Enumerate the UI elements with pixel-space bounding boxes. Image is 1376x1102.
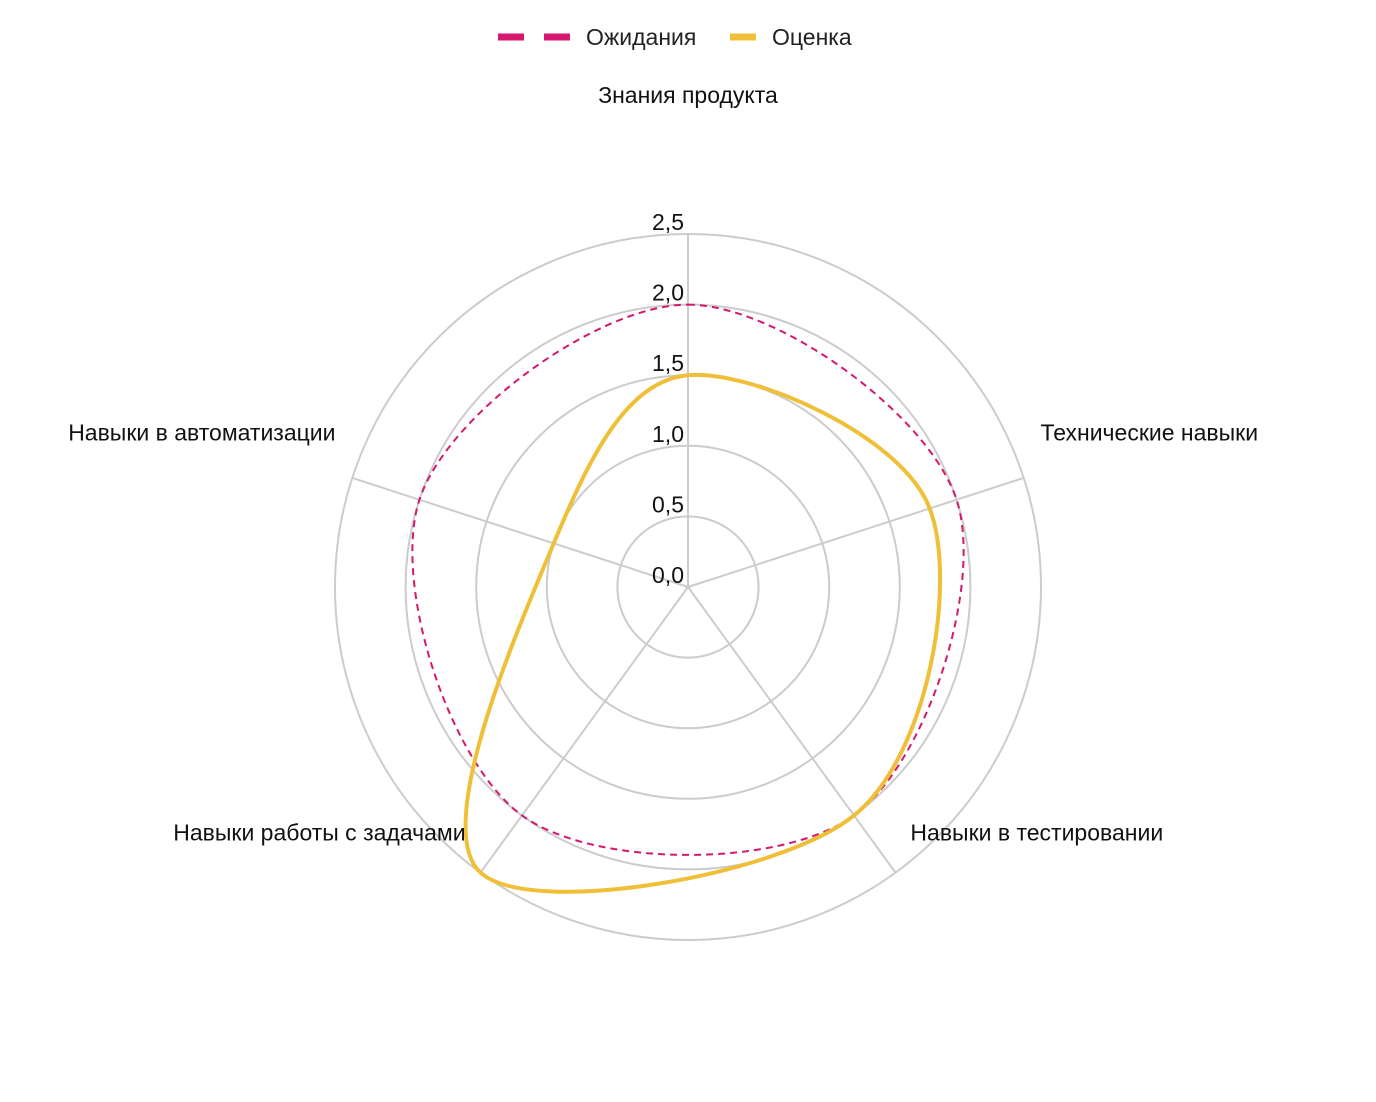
radar-grid (334, 233, 1042, 941)
grid-spoke-2 (687, 586, 897, 874)
tick-label: 0,0 (652, 562, 684, 588)
radar-series (411, 303, 965, 894)
legend-label: Оценка (772, 24, 852, 50)
series-line-ожидания (411, 303, 965, 856)
category-labels: Знания продукта Технические навыки Навыки … (68, 82, 1258, 846)
legend-label: Ожидания (586, 24, 696, 50)
category-label-4: Навыки в автоматизации (68, 419, 335, 445)
radial-tick-labels: 0,0 0,5 1,0 1,5 2,0 2,5 (652, 209, 684, 588)
category-label-0: Знания продукта (598, 82, 778, 108)
tick-label: 0,5 (652, 491, 684, 517)
tick-label: 1,5 (652, 350, 684, 376)
tick-label: 2,5 (652, 209, 684, 235)
grid-spoke-1 (687, 476, 1025, 588)
tick-label: 1,0 (652, 421, 684, 447)
legend-item-ожидания: Ожидания (498, 24, 696, 50)
category-label-3: Навыки работы с задачами (173, 820, 465, 846)
series-line-оценка (463, 372, 943, 894)
tick-label: 2,0 (652, 280, 684, 306)
grid-spoke-4 (351, 476, 689, 588)
category-label-1: Технические навыки (1040, 419, 1258, 445)
category-label-2: Навыки в тестировании (910, 820, 1163, 846)
legend: Ожидания Оценка (498, 24, 852, 50)
grid-spoke-3 (479, 586, 689, 874)
legend-item-оценка: Оценка (730, 24, 852, 50)
